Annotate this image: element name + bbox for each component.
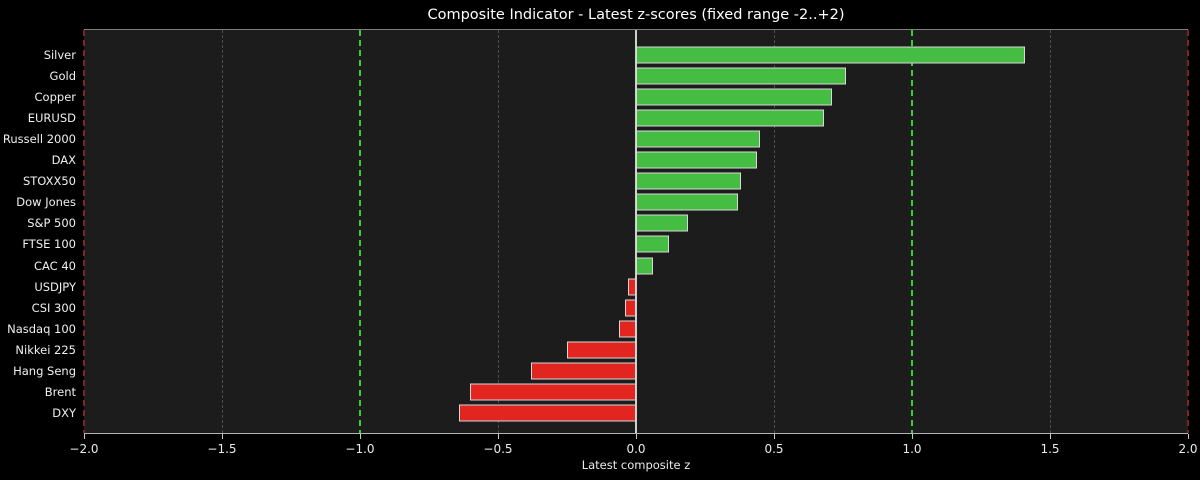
x-axis: −2.0 −1.5 −1.0 −0.5 0.0 0.5 1.0 1.5 2.0 — [69, 434, 1198, 480]
x-axis-label: Latest composite z — [581, 458, 691, 472]
gridline — [498, 30, 499, 433]
bar — [619, 320, 636, 338]
category-label: S&P 500 — [27, 216, 76, 231]
x-tick — [636, 434, 637, 439]
bar — [636, 172, 741, 190]
category-label: Silver — [43, 47, 76, 62]
bar — [459, 404, 636, 422]
bar-row: Dow Jones — [16, 192, 1188, 213]
bar — [624, 299, 636, 317]
bar-row: EURUSD — [28, 107, 1188, 128]
bar-row: DXY — [52, 403, 1188, 424]
chart-title: Composite Indicator - Latest z-scores (f… — [427, 7, 845, 23]
x-tick — [84, 434, 85, 439]
bar — [636, 109, 824, 127]
bar — [636, 235, 670, 253]
x-tick-label: 1.0 — [902, 442, 922, 456]
gridline — [222, 30, 223, 433]
bar — [636, 193, 739, 211]
x-tick — [222, 434, 223, 439]
bar-row: DAX — [52, 150, 1188, 171]
bar — [636, 67, 846, 85]
bar-row: S&P 500 — [27, 213, 1188, 234]
bar-row: Gold — [50, 65, 1188, 86]
x-tick-label: −1.5 — [207, 442, 237, 456]
reference-line — [1187, 30, 1189, 433]
bar — [627, 278, 636, 296]
category-label: CSI 300 — [31, 300, 76, 315]
bar-row: Brent — [45, 382, 1188, 403]
x-tick — [774, 434, 775, 439]
plot-area: Silver Gold Copper EURUSD Russell 2000 DAX STO… — [3, 29, 1189, 434]
gridline — [774, 30, 775, 433]
reference-line — [359, 30, 361, 433]
x-tick — [498, 434, 499, 439]
bar-row: Hang Seng — [13, 361, 1188, 382]
category-label: DAX — [51, 153, 76, 168]
bar-row: STOXX50 — [23, 171, 1188, 192]
x-tick-label: −2.0 — [69, 442, 99, 456]
reference-line — [83, 30, 85, 433]
bar — [636, 214, 689, 232]
bar-row: USDJPY — [34, 276, 1188, 297]
bar — [636, 151, 758, 169]
bars-layer: Silver Gold Copper EURUSD Russell 2000 DAX STO… — [3, 44, 1188, 424]
x-tick-label: 0.5 — [764, 442, 784, 456]
x-tick-label: 0.0 — [626, 442, 646, 456]
category-label: CAC 40 — [33, 258, 76, 273]
bar — [636, 46, 1026, 63]
bar — [567, 341, 636, 359]
category-label: Russell 2000 — [2, 131, 76, 146]
category-label: STOXX50 — [22, 174, 76, 189]
x-tick-label: −0.5 — [483, 442, 513, 456]
category-label: DXY — [52, 406, 76, 421]
bar-row: Copper — [35, 86, 1188, 107]
category-label: Gold — [49, 68, 76, 83]
category-label: Brent — [44, 385, 76, 400]
category-label: Nasdaq 100 — [7, 321, 76, 336]
bar — [636, 257, 653, 275]
category-label: EURUSD — [27, 110, 76, 125]
category-label: Dow Jones — [16, 195, 76, 210]
bar-row: CAC 40 — [34, 255, 1188, 276]
x-tick — [912, 434, 913, 439]
x-tick-label: −1.0 — [345, 442, 375, 456]
category-label: FTSE 100 — [22, 237, 76, 252]
bar-row: FTSE 100 — [22, 234, 1188, 255]
bar — [636, 130, 761, 148]
bar-row: Russell 2000 — [3, 128, 1188, 149]
bar-row: CSI 300 — [32, 297, 1188, 318]
gridline — [1050, 30, 1051, 433]
category-label: Nikkei 225 — [15, 343, 76, 358]
x-tick — [1050, 434, 1051, 439]
x-tick-label: 1.5 — [1040, 442, 1060, 456]
category-label: USDJPY — [34, 279, 76, 294]
bar — [470, 383, 636, 401]
x-tick — [360, 434, 361, 439]
bar-row: Nikkei 225 — [15, 340, 1188, 361]
bar — [636, 88, 832, 106]
x-tick — [1188, 434, 1189, 439]
bar-row: Silver — [44, 44, 1188, 65]
category-label: Copper — [34, 89, 76, 104]
category-label: Hang Seng — [13, 364, 76, 379]
bar-row: Nasdaq 100 — [7, 318, 1188, 339]
bar — [531, 362, 636, 380]
x-tick-label: 2.0 — [1178, 442, 1198, 456]
reference-line — [911, 30, 913, 433]
